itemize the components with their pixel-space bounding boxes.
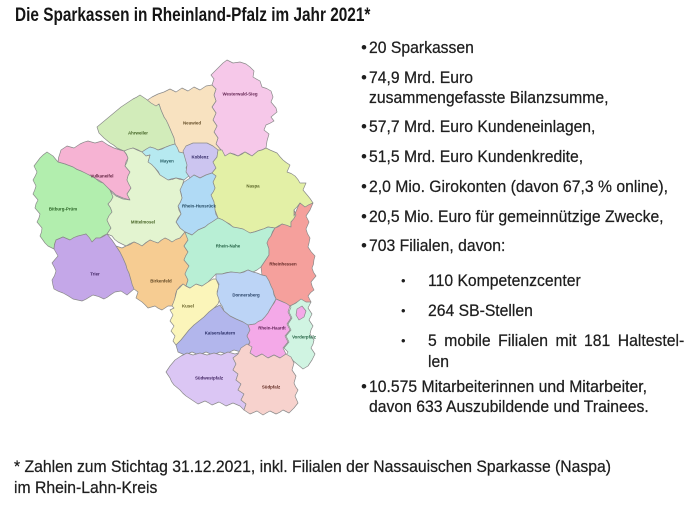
svg-text:Vulkaneifel: Vulkaneifel [90,174,113,179]
svg-text:Birkenfeld: Birkenfeld [150,279,172,284]
svg-text:Koblenz: Koblenz [191,155,209,160]
svg-text:Rhein-Hunsrück: Rhein-Hunsrück [182,204,216,209]
svg-text:Vorderpfalz: Vorderpfalz [292,335,317,340]
svg-text:Rheinhessen: Rheinhessen [269,262,297,267]
svg-text:Kaiserslautern: Kaiserslautern [205,331,236,336]
svg-text:Donnersberg: Donnersberg [232,293,260,298]
svg-text:Südwestpfalz: Südwestpfalz [195,376,224,381]
svg-text:Mayen: Mayen [160,159,174,164]
svg-text:Trier: Trier [90,272,100,277]
svg-text:Rhein-Haardt: Rhein-Haardt [258,326,286,331]
svg-text:Westerwald-Sieg: Westerwald-Sieg [222,92,257,97]
svg-text:Kusel: Kusel [182,304,194,309]
svg-text:Ahrweiler: Ahrweiler [128,131,148,136]
svg-text:Rhein-Nahe: Rhein-Nahe [216,244,241,249]
svg-text:Neuwied: Neuwied [183,121,201,126]
svg-text:Bitburg-Prüm: Bitburg-Prüm [49,207,77,212]
svg-text:Mittelmosel: Mittelmosel [131,220,155,225]
svg-text:Südpfalz: Südpfalz [262,385,281,390]
svg-text:Naspa: Naspa [246,184,260,189]
